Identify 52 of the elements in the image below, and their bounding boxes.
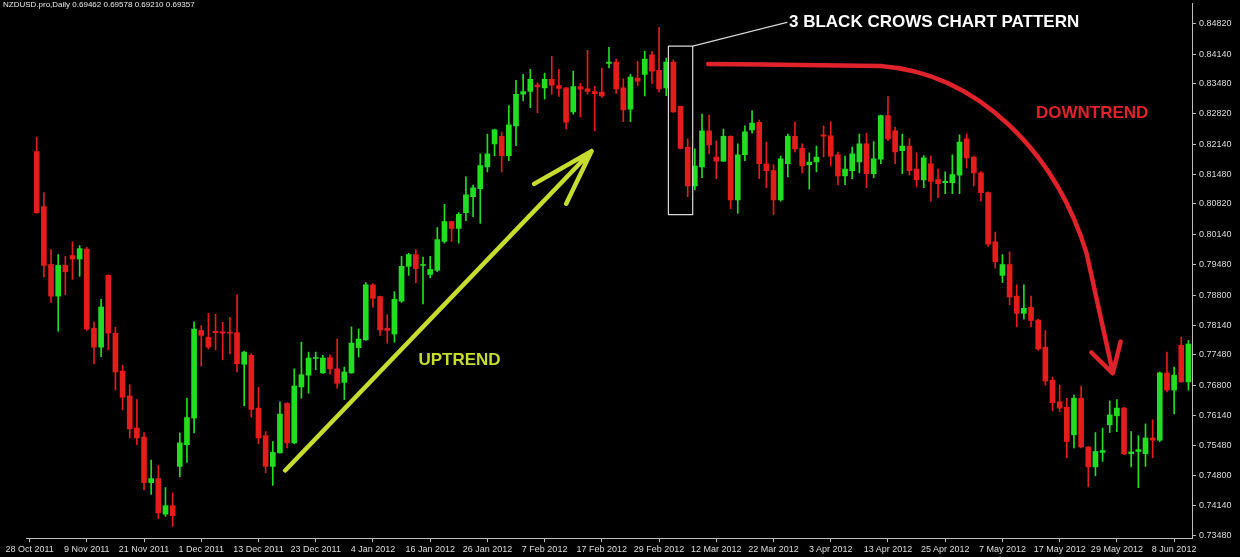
annotation: 3 BLACK CROWS CHART PATTERN — [789, 12, 1080, 32]
candlestick — [606, 46, 612, 69]
candlestick — [198, 325, 205, 367]
y-tick-label: 0.73480 — [1199, 529, 1232, 540]
y-tick-label: 0.78140 — [1199, 319, 1232, 330]
candlestick — [241, 350, 248, 407]
y-tick-label: 0.79480 — [1199, 258, 1232, 269]
candlestick — [899, 133, 906, 175]
candlestick — [148, 459, 155, 495]
x-tick-label: 25 Apr 2012 — [920, 544, 970, 555]
y-tick-label: 0.80140 — [1199, 229, 1232, 240]
x-tick-label: 13 Dec 2011 — [233, 544, 284, 555]
y-tick-label: 0.84820 — [1199, 17, 1232, 28]
x-tick-label: 16 Jan 2012 — [405, 544, 455, 555]
y-tick-label: 0.83480 — [1199, 78, 1232, 89]
x-tick-label: 1 Dec 2011 — [178, 544, 224, 555]
x-tick-label: 17 Feb 2012 — [576, 544, 628, 555]
y-tick-label: 0.81480 — [1199, 168, 1232, 179]
x-tick-label: 29 May 2012 — [1090, 544, 1143, 555]
x-tick-label: 4 Jan 2012 — [350, 544, 396, 555]
y-tick-label: 0.78800 — [1199, 289, 1232, 300]
y-tick-label: 0.74800 — [1199, 470, 1232, 481]
x-tick-label: 17 May 2012 — [1033, 544, 1086, 555]
x-tick-label: 28 Oct 2011 — [5, 544, 54, 555]
x-tick-label: 3 Apr 2012 — [808, 544, 853, 555]
x-tick-label: 22 Mar 2012 — [748, 544, 799, 555]
y-tick-label: 0.82140 — [1199, 138, 1232, 149]
x-tick-label: 23 Dec 2011 — [290, 544, 341, 555]
annotation: DOWNTREND — [1036, 102, 1149, 122]
candlestick — [1021, 284, 1027, 320]
x-tick-label: 13 Apr 2012 — [863, 544, 913, 555]
x-tick-label: 21 Nov 2011 — [118, 544, 170, 555]
y-tick-label: 0.76140 — [1199, 409, 1232, 420]
x-tick-label: 7 May 2012 — [978, 544, 1026, 555]
annotation: UPTREND — [418, 349, 501, 369]
candlestick — [806, 152, 813, 190]
candlestick — [420, 256, 426, 305]
y-tick-label: 0.80820 — [1199, 198, 1232, 209]
y-tick-label: 0.84140 — [1199, 48, 1232, 59]
y-tick-label: 0.74140 — [1199, 500, 1232, 511]
x-tick-label: 7 Feb 2012 — [521, 544, 568, 555]
chart-title: NZDUSD.pro,Daily 0.69462 0.69578 0.69210 0.69357 — [3, 0, 195, 10]
x-tick-label: 26 Jan 2012 — [462, 544, 513, 555]
x-tick-label: 8 Jun 2012 — [1151, 544, 1197, 555]
y-tick-label: 0.77480 — [1199, 349, 1232, 360]
y-tick-label: 0.75480 — [1199, 439, 1232, 450]
candlestick — [942, 171, 949, 194]
y-tick-label: 0.82820 — [1199, 108, 1232, 119]
y-tick-label: 0.76800 — [1199, 380, 1232, 391]
x-tick-label: 9 Nov 2011 — [64, 544, 110, 555]
x-tick-label: 29 Feb 2012 — [633, 544, 685, 555]
x-tick-label: 12 Mar 2012 — [691, 544, 742, 555]
